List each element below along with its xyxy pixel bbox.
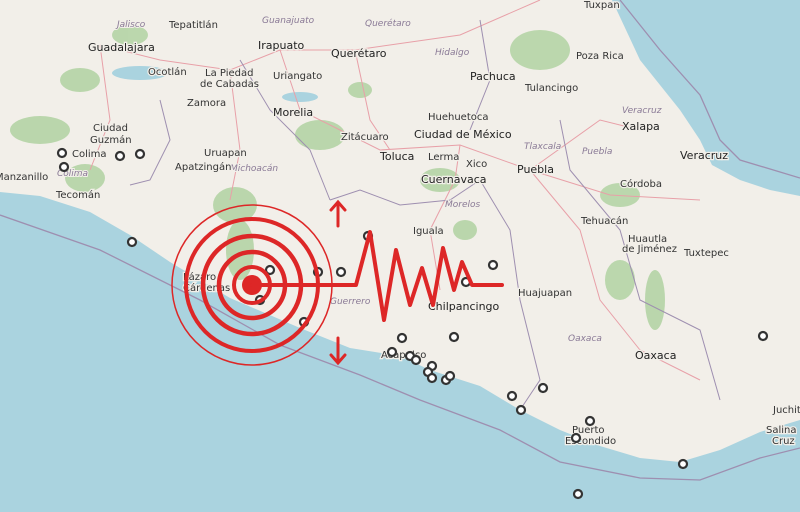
earthquake-marker-icon[interactable]: [448, 331, 460, 343]
earthquake-marker-icon[interactable]: [58, 161, 70, 173]
earthquake-epicenter-icon: [171, 204, 333, 366]
earthquake-marker-icon[interactable]: [757, 330, 769, 342]
city-label: Guadalajara: [88, 41, 155, 54]
city-label: Cuernavaca: [421, 173, 487, 186]
earthquake-marker-icon[interactable]: [56, 147, 68, 159]
city-label: Puerto: [572, 425, 605, 436]
arrow-up-icon: [329, 199, 347, 228]
arrow-down-icon: [329, 336, 347, 366]
earthquake-marker-icon[interactable]: [264, 264, 276, 276]
earthquake-marker-icon[interactable]: [386, 346, 398, 358]
state-label: Oaxaca: [568, 334, 602, 344]
city-label: Colima: [72, 149, 107, 160]
city-label: Manzanillo: [0, 172, 48, 183]
pacific-ocean: [0, 192, 800, 512]
city-label: La Piedad: [205, 68, 253, 79]
city-label: Oaxaca: [635, 349, 676, 362]
city-label: Poza Rica: [576, 51, 624, 62]
city-label: Chilpancingo: [428, 300, 500, 313]
city-label: Querétaro: [331, 47, 387, 60]
city-label: Puebla: [517, 163, 554, 176]
earthquake-marker-icon[interactable]: [335, 266, 347, 278]
city-label: Apatzingán: [175, 161, 231, 173]
state-borders: [129, 19, 721, 411]
earthquake-marker-icon[interactable]: [537, 382, 549, 394]
earthquake-marker-icon[interactable]: [444, 370, 456, 382]
city-label: Zitácuaro: [341, 131, 389, 143]
earthquake-marker-icon[interactable]: [126, 236, 138, 248]
city-label: Uriangato: [273, 71, 322, 82]
roads: [89, 0, 701, 381]
city-label: Cruz: [772, 436, 795, 447]
state-label: Querétaro: [365, 18, 411, 29]
lake: [282, 92, 318, 102]
city-label: Veracruz: [680, 149, 728, 162]
city-label: Tecomán: [55, 189, 100, 201]
state-label: Puebla: [582, 147, 612, 157]
state-labels: Jalisco Guanajuato Querétaro Hidalgo Mic…: [56, 15, 663, 345]
city-label: Salina: [766, 425, 797, 436]
earthquake-marker-icon[interactable]: [487, 259, 499, 271]
city-label: Juchitán: [772, 404, 800, 416]
state-label: Tlaxcala: [524, 142, 561, 152]
state-label: Guerrero: [330, 297, 371, 307]
earthquake-marker-icon[interactable]: [584, 415, 596, 427]
lake-chapala: [112, 66, 168, 80]
earthquake-marker-icon[interactable]: [134, 148, 146, 160]
city-label: Tulancingo: [524, 83, 578, 94]
city-label: de Jiménez: [622, 243, 677, 255]
city-label: Ocotlán: [148, 66, 187, 78]
city-label: Tehuacán: [580, 215, 628, 227]
city-label: Tuxpan: [583, 0, 620, 11]
city-label: Xalapa: [622, 120, 660, 133]
earthquake-marker-icon[interactable]: [410, 354, 422, 366]
forest-areas: [10, 25, 665, 330]
state-label: Veracruz: [622, 106, 662, 116]
state-label: Guanajuato: [262, 16, 315, 26]
city-label: Pachuca: [470, 70, 516, 83]
city-label: Irapuato: [258, 39, 305, 52]
city-labels: Guadalajara Tepatitlán Irapuato Querétar…: [0, 0, 800, 448]
city-label: Huajuapan: [518, 288, 572, 299]
earthquake-marker-icon[interactable]: [506, 390, 518, 402]
state-label: Hidalgo: [435, 48, 470, 58]
earthquake-marker-icon[interactable]: [572, 488, 584, 500]
city-label: Toluca: [379, 150, 414, 163]
earthquake-marker-icon[interactable]: [515, 404, 527, 416]
city-label: Guzmán: [90, 134, 132, 146]
earthquake-marker-icon[interactable]: [426, 372, 438, 384]
city-label: Morelia: [273, 106, 313, 119]
seismograph-wave-icon: [250, 230, 504, 322]
city-label: Iguala: [413, 226, 444, 237]
earthquake-marker-icon[interactable]: [677, 458, 689, 470]
city-label: Xico: [466, 159, 487, 170]
city-label: Cárdenas: [183, 282, 230, 294]
city-label: Ciudad de México: [414, 128, 512, 141]
city-label: de Cabadas: [200, 79, 259, 90]
city-label: Lerma: [428, 152, 459, 163]
state-label: Jalisco: [115, 20, 146, 30]
city-label: Lázaro: [183, 271, 216, 283]
city-label: Tepatitlán: [168, 19, 218, 31]
earthquake-marker-icon[interactable]: [396, 332, 408, 344]
earthquake-marker-icon[interactable]: [114, 150, 126, 162]
state-label: Morelos: [445, 200, 481, 210]
city-label: Uruapan: [204, 148, 247, 159]
earthquake-marker-icon[interactable]: [570, 432, 582, 444]
city-label: Tuxtepec: [683, 248, 729, 259]
city-label: Huautla: [628, 234, 667, 245]
state-label: Michoacán: [230, 164, 278, 174]
city-label: Huehuetoca: [428, 112, 489, 123]
maritime-border: [0, 214, 800, 481]
city-label: Zamora: [187, 98, 226, 109]
city-label: Ciudad: [93, 123, 128, 134]
maritime-border: [619, 0, 800, 179]
city-label: Córdoba: [620, 178, 662, 190]
